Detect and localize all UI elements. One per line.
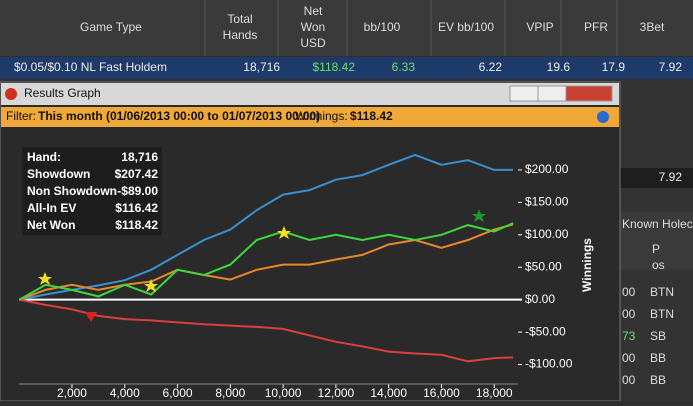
cell: 00 [622, 351, 636, 365]
cell: 19.6 [547, 60, 571, 74]
filter-value[interactable]: This month (01/06/2013 00:00 to 01/07/20… [38, 109, 320, 123]
column-header: 3Bet [640, 20, 665, 34]
close-button[interactable] [565, 85, 613, 102]
side-header: Known Holec [622, 217, 693, 231]
cell: BB [650, 373, 666, 387]
x-tick-label: 18,000 [476, 386, 513, 400]
column-header: VPIP [526, 20, 553, 34]
column-header: Total Hands [223, 12, 258, 42]
series-line [18, 223, 514, 301]
title-bar [1, 83, 619, 105]
y-tick-label: -$50.00 [525, 324, 566, 338]
minimize-button[interactable] [509, 85, 539, 102]
y-tick-label: $150.00 [525, 195, 569, 209]
column-header: EV bb/100 [438, 20, 494, 34]
x-tick-label: 4,000 [110, 386, 140, 400]
series-line [18, 222, 514, 301]
y-tick-label: $100.00 [525, 227, 569, 241]
window-title: Results Graph [24, 86, 101, 100]
cell: $118.42 [313, 60, 356, 74]
y-axis-label: Winnings [580, 238, 594, 292]
column-header: Net Won USD [300, 4, 326, 50]
stat-value: 18,716 [121, 150, 158, 164]
column-header: bb/100 [364, 20, 401, 34]
plot: $200.00 $150.00 $100.00 $50.00 $0.00 -$50.00 -… [18, 153, 594, 400]
x-tick-label: 12,000 [318, 386, 355, 400]
side-header-bg [620, 212, 693, 270]
series-line [19, 298, 514, 363]
row-bg [0, 57, 693, 79]
help-icon[interactable] [597, 111, 609, 123]
cell: 6.22 [479, 60, 503, 74]
cell: 73 [622, 329, 636, 343]
x-tick-label: 10,000 [265, 386, 302, 400]
cell: BTN [650, 285, 674, 299]
winnings-label: Winnings: [295, 109, 348, 123]
window [0, 81, 621, 402]
maximize-button[interactable] [537, 85, 567, 102]
cell: 6.33 [392, 60, 416, 74]
filter-label: Filter: [6, 109, 36, 123]
star [144, 279, 158, 292]
star [472, 209, 486, 222]
side-row [620, 168, 693, 188]
x-tick-label: 2,000 [57, 386, 87, 400]
x-tick-label: 14,000 [370, 386, 407, 400]
y-tick-label: $50.00 [525, 259, 562, 273]
app-icon [5, 88, 17, 100]
cell: 00 [622, 285, 636, 299]
x-tick-label: 16,000 [423, 386, 460, 400]
stat-label: All-In EV [27, 201, 76, 215]
stat-value: $116.42 [115, 201, 158, 215]
cell: 7.92 [659, 60, 683, 74]
stat-value: $118.42 [115, 218, 158, 232]
cell: 00 [622, 373, 636, 387]
cell: 18,716 [243, 60, 280, 74]
filter-bar [1, 107, 619, 127]
cell: BTN [650, 307, 674, 321]
y-tick-label: -$100.00 [525, 357, 573, 371]
column-header: PFR [584, 20, 608, 34]
column-header: Game Type [80, 20, 142, 34]
cell: SB [650, 329, 666, 343]
stat-value: -$89.00 [117, 184, 158, 198]
cell: 00 [622, 307, 636, 321]
table: Game Type Total Hands Net Won USD bb/100 EV bb/… [14, 0, 693, 387]
x-tick-label: 6,000 [163, 386, 193, 400]
y-tick-label: $0.00 [525, 292, 555, 306]
star [277, 226, 291, 239]
cell: BB [650, 351, 666, 365]
cell: 17.9 [602, 60, 626, 74]
x-tick-label: 8,000 [215, 386, 245, 400]
winnings-value: $118.42 [350, 109, 393, 123]
stat-label: Showdown [27, 167, 90, 181]
y-tick-label: $200.00 [525, 162, 569, 176]
stats-box [22, 147, 162, 235]
stat-label: Net Won [27, 218, 75, 232]
stat-label: Hand: [27, 150, 61, 164]
cell: 7.92 [659, 170, 683, 184]
cell: $0.05/$0.10 NL Fast Holdem [14, 60, 167, 74]
series-line [19, 153, 514, 301]
triangle [85, 312, 97, 322]
star [38, 272, 52, 285]
stat-label: Non Showdown [27, 184, 117, 198]
stat-value: $207.42 [115, 167, 159, 181]
